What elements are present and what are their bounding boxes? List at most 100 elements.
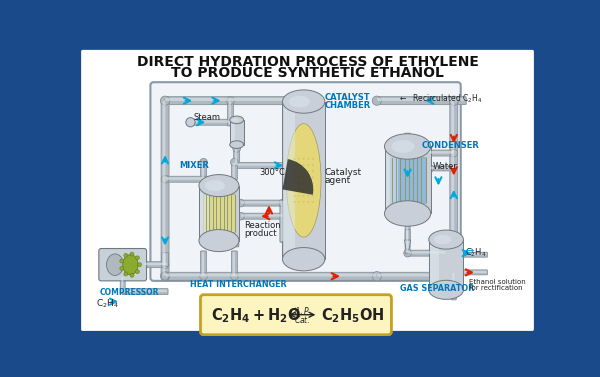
Circle shape [404,149,412,157]
Circle shape [307,158,309,160]
Circle shape [293,182,295,184]
Ellipse shape [230,141,244,149]
Circle shape [293,176,295,178]
FancyBboxPatch shape [229,101,231,125]
Circle shape [293,195,295,197]
FancyBboxPatch shape [376,272,455,280]
Circle shape [298,201,300,203]
FancyBboxPatch shape [406,227,408,239]
FancyBboxPatch shape [280,202,286,242]
Ellipse shape [186,118,195,127]
FancyBboxPatch shape [191,120,232,123]
FancyBboxPatch shape [286,149,289,165]
Circle shape [233,144,241,152]
Ellipse shape [283,90,325,113]
Circle shape [161,175,169,183]
Circle shape [312,170,314,172]
Text: CHAMBER: CHAMBER [325,101,371,110]
Circle shape [293,189,295,190]
FancyBboxPatch shape [151,82,461,281]
Text: Catalyst: Catalyst [325,169,362,178]
FancyBboxPatch shape [405,230,410,254]
FancyBboxPatch shape [200,251,206,277]
FancyBboxPatch shape [233,252,235,276]
Circle shape [298,164,300,166]
FancyBboxPatch shape [166,274,376,276]
Ellipse shape [286,124,321,237]
Ellipse shape [434,235,451,244]
FancyBboxPatch shape [233,148,239,166]
FancyBboxPatch shape [463,252,487,257]
FancyBboxPatch shape [190,119,233,125]
Circle shape [236,199,244,207]
Circle shape [293,201,295,203]
Bar [386,147,398,213]
Ellipse shape [199,175,239,197]
Circle shape [136,270,139,274]
FancyBboxPatch shape [405,225,410,241]
Wedge shape [283,159,313,195]
Ellipse shape [107,254,124,276]
FancyBboxPatch shape [235,149,237,165]
Circle shape [279,199,287,207]
Text: CONDENSER: CONDENSER [421,141,479,150]
Ellipse shape [289,96,310,107]
Bar [429,239,463,290]
Circle shape [230,273,238,280]
Circle shape [124,253,128,257]
FancyBboxPatch shape [464,271,487,273]
FancyBboxPatch shape [450,100,458,277]
Circle shape [160,271,170,281]
FancyBboxPatch shape [163,101,166,276]
Text: $\rightarrow$: $\rightarrow$ [461,245,475,256]
Bar [284,101,295,259]
Circle shape [120,259,124,263]
FancyBboxPatch shape [123,290,167,292]
Text: TO PRODUCE SYNTHETIC ETHANOL: TO PRODUCE SYNTHETIC ETHANOL [171,66,444,80]
Circle shape [120,267,124,270]
Circle shape [450,149,458,157]
FancyBboxPatch shape [281,204,283,241]
Circle shape [303,182,305,184]
Circle shape [293,158,295,160]
Circle shape [303,170,305,172]
FancyBboxPatch shape [451,272,457,300]
FancyBboxPatch shape [409,151,455,153]
Circle shape [138,263,142,267]
Text: HEAT INTERCHANGER: HEAT INTERCHANGER [190,280,287,289]
Circle shape [307,195,309,197]
Circle shape [312,158,314,160]
Circle shape [130,252,134,256]
Circle shape [312,195,314,197]
Circle shape [119,273,126,279]
Circle shape [200,273,208,280]
Text: $\mathsf{C_2H_4}$: $\mathsf{C_2H_4}$ [466,247,487,259]
Circle shape [236,212,244,220]
Circle shape [404,249,412,257]
Circle shape [303,201,305,203]
Text: for rectification: for rectification [469,285,523,291]
Bar [230,120,244,145]
Ellipse shape [429,230,463,249]
FancyBboxPatch shape [377,274,454,276]
Circle shape [303,195,305,197]
Circle shape [303,176,305,178]
Circle shape [298,158,300,160]
Circle shape [298,182,300,184]
Text: 300°C: 300°C [259,169,285,178]
Circle shape [230,158,238,166]
Bar [203,194,235,232]
Text: Ethanol solution: Ethanol solution [469,279,526,285]
FancyBboxPatch shape [241,214,283,217]
Circle shape [293,170,295,172]
Bar [430,239,439,290]
FancyBboxPatch shape [240,213,284,219]
FancyBboxPatch shape [232,251,238,277]
Text: $\leftarrow$  Recirculated $\mathsf{C_2H_4}$: $\leftarrow$ Recirculated $\mathsf{C_2H_… [398,93,483,106]
Circle shape [293,164,295,166]
Text: $t°, P$: $t°, P$ [293,305,311,317]
Circle shape [161,273,169,280]
Circle shape [449,271,458,281]
Circle shape [312,201,314,203]
Circle shape [298,195,300,197]
